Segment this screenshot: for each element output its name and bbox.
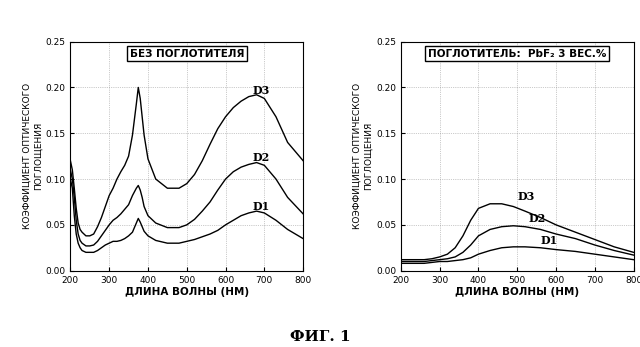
Text: D3: D3 [517, 191, 534, 202]
Text: D3: D3 [253, 85, 270, 96]
Text: ПОГЛОТИТЕЛЬ:  PbF₂ 3 ВЕС.%: ПОГЛОТИТЕЛЬ: PbF₂ 3 ВЕС.% [428, 49, 607, 59]
Text: D1: D1 [541, 235, 557, 246]
Text: D2: D2 [529, 213, 546, 224]
Text: БЕЗ ПОГЛОТИТЕЛЯ: БЕЗ ПОГЛОТИТЕЛЯ [129, 49, 244, 59]
Text: ФИГ. 1: ФИГ. 1 [290, 330, 350, 344]
Y-axis label: КОЭФФИЦИЕНТ ОПТИЧЕСКОГО
ПОГЛОЩЕНИЯ: КОЭФФИЦИЕНТ ОПТИЧЕСКОГО ПОГЛОЩЕНИЯ [353, 83, 373, 229]
Text: D2: D2 [253, 152, 270, 163]
X-axis label: ДЛИНА ВОЛНЫ (НМ): ДЛИНА ВОЛНЫ (НМ) [455, 287, 579, 297]
X-axis label: ДЛИНА ВОЛНЫ (НМ): ДЛИНА ВОЛНЫ (НМ) [125, 287, 249, 297]
Text: D1: D1 [253, 201, 270, 212]
Y-axis label: КОЭФФИЦИЕНТ ОПТИЧЕСКОГО
ПОГЛОЩЕНИЯ: КОЭФФИЦИЕНТ ОПТИЧЕСКОГО ПОГЛОЩЕНИЯ [22, 83, 43, 229]
